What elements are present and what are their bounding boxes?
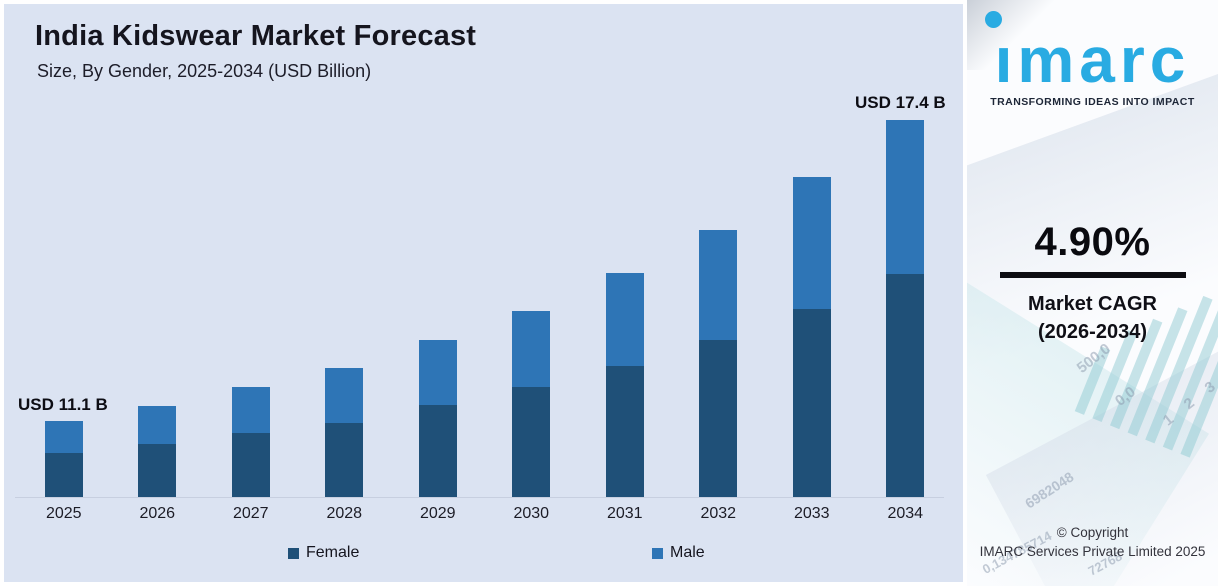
cagr-value: 4.90% xyxy=(1034,220,1151,264)
page-title: India Kidswear Market Forecast xyxy=(35,20,477,52)
bar-2027 xyxy=(231,387,270,497)
bar-segment-male-2027 xyxy=(231,387,270,433)
bar-2030 xyxy=(512,311,551,497)
bar-cell-2033 xyxy=(765,4,859,497)
bar-2029 xyxy=(418,340,457,497)
bar-cell-2034 xyxy=(859,4,953,497)
copyright-line2: IMARC Services Private Limited 2025 xyxy=(979,544,1206,559)
cagr-block: 4.90% Market CAGR (2026-2034) xyxy=(967,220,1218,346)
bar-cell-2032 xyxy=(672,4,766,497)
bar-cell-2031 xyxy=(578,4,672,497)
logo-tagline: TRANSFORMING IDEAS INTO IMPACT xyxy=(990,96,1195,108)
bar-segment-male-2032 xyxy=(699,230,738,340)
brand-panel: 500,0 0,0 1 2 3 4 6982048 0,134785714 72… xyxy=(967,0,1218,586)
bar-cell-2029 xyxy=(391,4,485,497)
bar-segment-female-2028 xyxy=(325,423,364,497)
bar-segment-male-2030 xyxy=(512,311,551,387)
bar-cell-2025 xyxy=(17,4,111,497)
chart-panel: India Kidswear Market Forecast Size, By … xyxy=(4,4,963,582)
watermark-text: 1 2 3 4 xyxy=(1159,358,1218,430)
x-tick-2026: 2026 xyxy=(139,505,176,522)
copyright-notice: © Copyright IMARC Services Private Limit… xyxy=(967,523,1218,561)
bar-2028 xyxy=(325,368,364,497)
legend-swatch-female xyxy=(288,547,299,559)
annotation-first-value: USD 11.1 B xyxy=(18,395,108,414)
bar-segment-male-2033 xyxy=(792,177,831,309)
legend-item-male: Male xyxy=(652,544,705,562)
bar-2032 xyxy=(699,230,738,497)
bar-segment-male-2025 xyxy=(44,421,83,453)
bar-cell-2027 xyxy=(204,4,298,497)
x-tick-2029: 2029 xyxy=(419,505,456,522)
legend-swatch-male xyxy=(652,547,663,559)
annotation-last-value: USD 17.4 B xyxy=(855,93,946,112)
bar-2033 xyxy=(792,177,831,497)
bar-2025 xyxy=(44,421,83,497)
bar-segment-female-2027 xyxy=(231,433,270,497)
x-tick-2030: 2030 xyxy=(513,505,550,522)
x-tick-2032: 2032 xyxy=(700,505,737,522)
bar-2031 xyxy=(605,273,644,497)
legend-item-female: Female xyxy=(288,544,359,562)
watermark-text: 0,0 xyxy=(1111,383,1139,410)
x-axis-labels: 2025 2026 2027 2028 2029 2030 2031 2032 2033 2034 xyxy=(17,505,952,523)
logo-wordmark: ımarc xyxy=(994,24,1191,96)
bar-segment-female-2033 xyxy=(792,309,831,497)
page-subtitle: Size, By Gender, 2025-2034 (USD Billion) xyxy=(37,61,372,81)
bars-row xyxy=(17,4,952,497)
bar-2026 xyxy=(138,406,177,497)
x-tick-2027: 2027 xyxy=(232,505,269,522)
bar-segment-male-2031 xyxy=(605,273,644,366)
bar-segment-female-2029 xyxy=(418,405,457,497)
bar-segment-male-2034 xyxy=(886,120,925,274)
x-tick-2025: 2025 xyxy=(45,505,82,522)
bar-segment-male-2026 xyxy=(138,406,177,444)
x-axis-line xyxy=(15,497,944,498)
bar-segment-female-2034 xyxy=(886,274,925,497)
x-tick-2031: 2031 xyxy=(606,505,643,522)
bar-segment-female-2032 xyxy=(699,340,738,497)
bar-segment-female-2026 xyxy=(138,444,177,497)
bar-segment-male-2029 xyxy=(418,340,457,405)
bar-cell-2028 xyxy=(298,4,392,497)
bar-segment-female-2031 xyxy=(605,366,644,497)
watermark-text: 6982048 xyxy=(1022,468,1077,512)
bar-cell-2026 xyxy=(111,4,205,497)
bar-segment-male-2028 xyxy=(325,368,364,423)
x-tick-2033: 2033 xyxy=(793,505,830,522)
legend-label-female: Female xyxy=(306,544,360,561)
bar-segment-female-2025 xyxy=(44,453,83,497)
bar-cell-2030 xyxy=(485,4,579,497)
bar-segment-female-2030 xyxy=(512,387,551,497)
cagr-label-line2: (2026-2034) xyxy=(1038,321,1147,343)
legend-label-male: Male xyxy=(670,544,705,561)
bar-2034 xyxy=(886,120,925,497)
x-tick-2028: 2028 xyxy=(326,505,363,522)
cagr-underline xyxy=(999,272,1186,278)
cagr-label-line1: Market CAGR xyxy=(1028,293,1157,315)
logo-dot-icon xyxy=(985,11,1002,28)
x-tick-2034: 2034 xyxy=(887,505,924,522)
copyright-line1: © Copyright xyxy=(1056,525,1129,540)
